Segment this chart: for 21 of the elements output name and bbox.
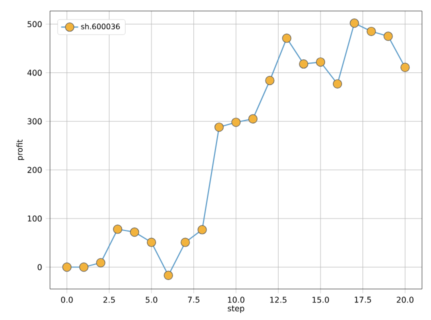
point <box>113 224 122 234</box>
point <box>366 26 376 36</box>
point <box>316 57 326 67</box>
point <box>130 228 140 237</box>
point <box>248 114 258 124</box>
point <box>350 18 359 28</box>
point <box>62 262 72 272</box>
point <box>79 262 88 272</box>
point <box>146 238 156 247</box>
point <box>332 79 342 88</box>
point <box>299 59 308 69</box>
point <box>96 258 106 268</box>
point <box>214 122 224 132</box>
point <box>282 34 292 43</box>
point <box>384 32 393 41</box>
point <box>265 76 274 86</box>
point <box>164 270 173 280</box>
point <box>400 62 410 72</box>
point <box>180 238 190 247</box>
point <box>198 225 207 234</box>
point <box>231 118 241 127</box>
